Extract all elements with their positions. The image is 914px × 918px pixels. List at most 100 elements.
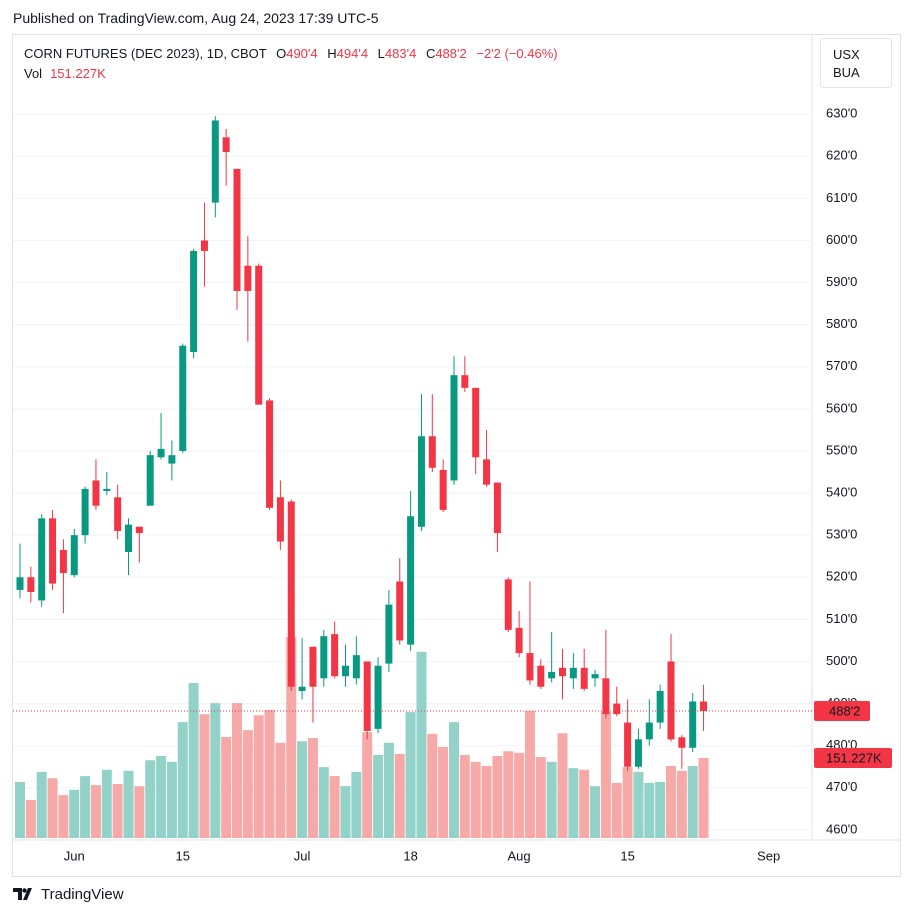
- x-tick-label: Sep: [757, 848, 780, 863]
- chart-frame: [12, 34, 901, 877]
- candle-body: [38, 518, 46, 601]
- x-tick-label: Jul: [294, 848, 311, 863]
- candle-body: [385, 604, 393, 664]
- volume-bar: [221, 736, 232, 838]
- candle-body: [168, 455, 176, 464]
- logo-icon: [13, 887, 32, 900]
- volume-bar: [253, 715, 264, 838]
- candle-body: [157, 448, 165, 458]
- volume-bar: [514, 752, 525, 838]
- candle-body: [276, 497, 284, 542]
- candle-body: [298, 686, 306, 691]
- y-tick-label: 460'0: [826, 821, 857, 836]
- y-tick-label: 590'0: [826, 274, 857, 289]
- volume-bar: [112, 784, 123, 838]
- volume-bar: [199, 714, 210, 838]
- y-tick-label: 520'0: [826, 569, 857, 584]
- y-tick-label: 550'0: [826, 442, 857, 457]
- volume-bar: [590, 786, 601, 838]
- x-tick-label: Aug: [508, 848, 531, 863]
- volume-tag: [814, 748, 892, 769]
- candle-body: [266, 400, 274, 508]
- ohlc-key: H: [327, 46, 337, 61]
- candle-body: [211, 120, 219, 203]
- candle-body: [309, 646, 317, 687]
- ohlc-key: L: [377, 46, 385, 61]
- volume-bar: [579, 769, 590, 838]
- volume-bar: [340, 786, 351, 838]
- volume-legend: Vol 151.227K: [24, 66, 106, 81]
- ohlc-key: O: [276, 46, 287, 61]
- candle-body: [645, 722, 653, 740]
- candle-body: [591, 674, 599, 679]
- candle-body: [667, 661, 675, 740]
- volume-bar: [318, 767, 329, 838]
- ohlc-value: 488'2: [435, 46, 467, 61]
- candle-body: [396, 581, 404, 641]
- volume-bar: [666, 766, 676, 838]
- candle-body: [689, 701, 697, 748]
- volume-bar: [470, 761, 481, 838]
- candle-body: [634, 739, 642, 767]
- y-tick-label: 540'0: [826, 485, 857, 500]
- volume-bar: [166, 761, 177, 838]
- volume-bar: [503, 751, 514, 838]
- volume-bar: [481, 766, 492, 838]
- volume-bar: [438, 747, 449, 838]
- volume-bar: [394, 753, 405, 838]
- ohlc-value: 490'4: [286, 46, 318, 61]
- candle-body: [287, 501, 295, 687]
- volume-bar: [134, 786, 145, 838]
- volume-bar: [383, 742, 394, 838]
- volume-bar: [90, 785, 101, 838]
- x-tick-label: Jun: [64, 848, 85, 863]
- logo[interactable]: TradingView: [13, 886, 124, 903]
- candle-body: [135, 526, 143, 534]
- ohlc-key: C: [425, 46, 436, 61]
- y-tick-label: 580'0: [826, 316, 857, 331]
- candle-body: [103, 488, 111, 491]
- volume-bar: [307, 738, 318, 838]
- candle-body: [363, 661, 371, 731]
- candle-body: [548, 672, 556, 679]
- volume-bar: [297, 741, 308, 838]
- volume-bar: [644, 782, 655, 838]
- volume-bar: [69, 789, 80, 838]
- candle-body: [656, 690, 664, 723]
- candle-body: [27, 577, 35, 593]
- candle-body: [559, 667, 566, 677]
- candle-body: [569, 667, 577, 679]
- y-tick-label: 470'0: [826, 779, 857, 794]
- volume-bar: [524, 711, 535, 838]
- y-tick-label: 600'0: [826, 232, 857, 247]
- volume-bar: [123, 770, 134, 838]
- volume-bar: [676, 770, 687, 838]
- volume-bar: [329, 776, 340, 838]
- candle-body: [146, 455, 154, 506]
- candle-body: [515, 627, 523, 654]
- candle-body: [624, 722, 632, 767]
- y-tick-label: 500'0: [826, 653, 857, 668]
- candle-body: [190, 250, 198, 353]
- candle-body: [49, 518, 57, 584]
- ohlc-value: 494'4: [336, 46, 369, 61]
- candle-body: [439, 469, 447, 510]
- candle-body: [114, 497, 122, 531]
- y-tick-label: 620'0: [826, 148, 857, 163]
- candle-body: [320, 636, 328, 679]
- volume-bar: [210, 703, 221, 838]
- candle-body: [700, 701, 708, 711]
- volume-bar: [15, 781, 25, 838]
- change: −2'2 (−0.46%): [476, 46, 558, 61]
- volume-bar: [80, 776, 91, 838]
- candle-body: [342, 665, 349, 677]
- volume-bar: [242, 730, 253, 838]
- volume-bar: [557, 733, 568, 838]
- candle-body: [407, 516, 415, 645]
- volume-tag-label: 151.227K: [826, 750, 882, 765]
- currency-box[interactable]: USX BUA: [820, 38, 892, 88]
- volume-bar: [568, 768, 579, 838]
- candle-body: [450, 375, 458, 481]
- volume-bar: [449, 722, 459, 838]
